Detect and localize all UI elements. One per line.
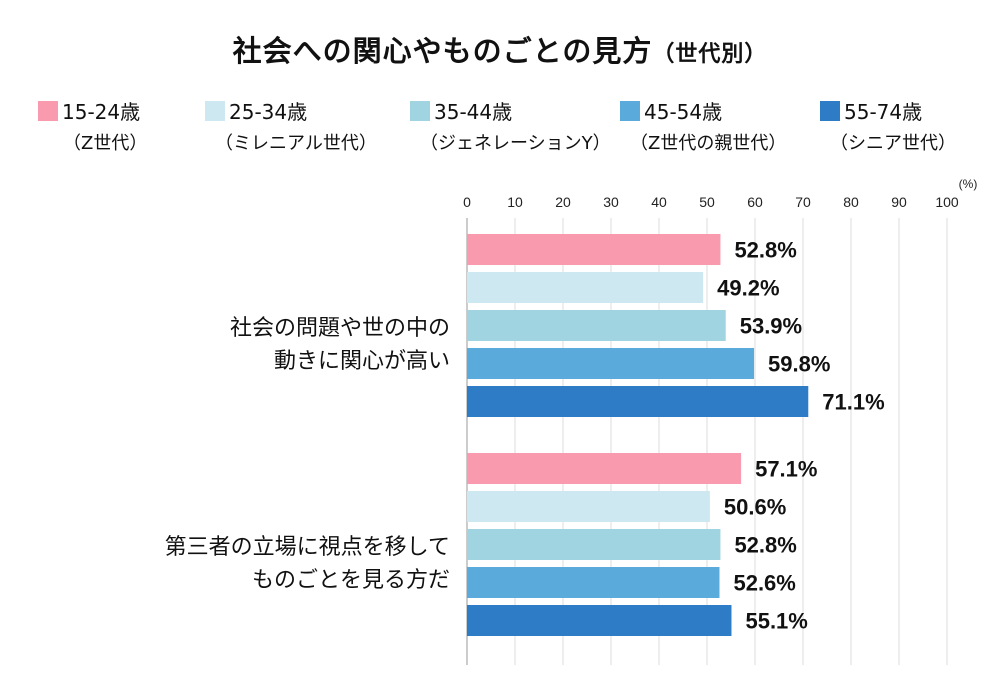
bar	[467, 348, 755, 379]
legend-label: 45-54歳	[644, 100, 723, 124]
legend-item: 35-44歳 （ジェネレーションY）	[410, 96, 611, 155]
x-unit-label: (%)	[959, 177, 978, 191]
data-label: 53.9%	[740, 314, 802, 339]
data-label: 55.1%	[745, 609, 807, 634]
bar	[467, 386, 809, 417]
bar	[467, 529, 721, 560]
x-tick-label: 100	[935, 194, 959, 210]
legend-item: 25-34歳 （ミレニアル世代）	[205, 96, 377, 155]
legend-swatch	[410, 100, 430, 121]
legend-item: 55-74歳 （シニア世代）	[820, 96, 956, 155]
legend-generation: （シニア世代）	[830, 133, 956, 154]
bar	[467, 491, 710, 522]
legend-item: 15-24歳 （Z世代）	[38, 96, 147, 155]
legend-generation: （ミレニアル世代）	[215, 133, 377, 154]
x-tick-label: 10	[507, 194, 523, 210]
title-text: 社会への関心やものごとの見方	[232, 34, 653, 68]
legend-label: 35-44歳	[434, 100, 513, 124]
x-tick-label: 50	[699, 194, 715, 210]
legend-label: 15-24歳	[62, 100, 141, 124]
chart-title: 社会への関心やものごとの見方（世代別）	[0, 28, 1000, 70]
bar	[467, 453, 742, 484]
legend-swatch	[38, 100, 58, 121]
x-tick-label: 60	[747, 194, 763, 210]
bar	[467, 310, 726, 341]
subtitle-text: （世代別）	[652, 42, 768, 67]
category-label-line: 社会の問題や世の中の	[229, 316, 450, 341]
data-label: 71.1%	[822, 390, 884, 415]
x-tick-label: 70	[795, 194, 811, 210]
data-label: 59.8%	[768, 352, 830, 377]
bar	[467, 234, 721, 265]
x-tick-label: 80	[843, 194, 859, 210]
category-label-line: 第三者の立場に視点を移して	[164, 535, 450, 560]
category-label-line: 動きに関心が高い	[273, 349, 450, 374]
x-tick-label: 30	[603, 194, 619, 210]
data-label: 52.6%	[733, 571, 795, 596]
data-label: 52.8%	[734, 238, 796, 263]
legend-generation: （ジェネレーションY）	[420, 133, 611, 154]
legend-label: 25-34歳	[229, 100, 308, 124]
legend-generation: （Z世代）	[63, 133, 148, 154]
data-label: 49.2%	[717, 276, 779, 301]
legend-item: 45-54歳 （Z世代の親世代）	[620, 96, 786, 155]
legend-label: 55-74歳	[844, 100, 923, 124]
x-tick-label: 40	[651, 194, 667, 210]
category-label-line: ものごとを見る方だ	[251, 568, 450, 593]
data-label: 50.6%	[724, 495, 786, 520]
x-tick-label: 90	[891, 194, 907, 210]
x-tick-label: 20	[555, 194, 571, 210]
bar	[467, 605, 732, 636]
data-label: 52.8%	[734, 533, 796, 558]
legend-swatch	[620, 100, 640, 121]
legend-swatch	[820, 100, 840, 121]
x-tick-label: 0	[463, 194, 471, 210]
category-label: 社会の問題や世の中の動きに関心が高い	[230, 312, 450, 378]
legend-generation: （Z世代の親世代）	[630, 133, 787, 154]
legend-swatch	[205, 100, 225, 121]
data-label: 57.1%	[755, 457, 817, 482]
bar	[467, 272, 704, 303]
category-label: 第三者の立場に視点を移してものごとを見る方だ	[165, 531, 450, 597]
bar	[467, 567, 720, 598]
